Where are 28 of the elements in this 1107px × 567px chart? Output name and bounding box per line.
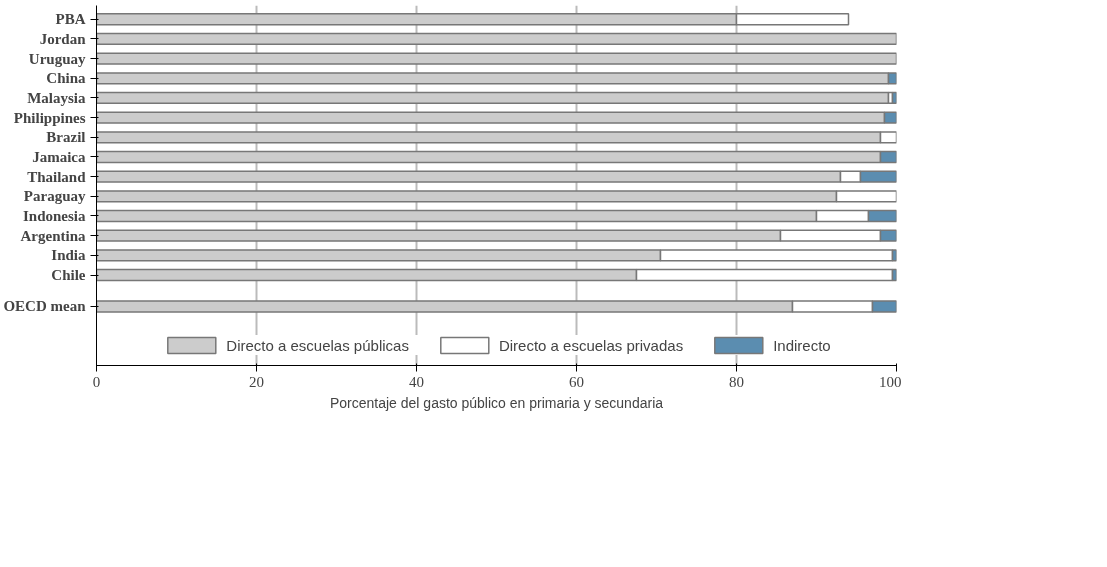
legend-label: Directo a escuelas públicas xyxy=(226,336,409,354)
y-tick-label: Philippines xyxy=(13,109,86,126)
x-tick-label: 0 xyxy=(92,373,101,390)
y-tick-label: Thailand xyxy=(27,168,87,185)
y-tick-label: Uruguay xyxy=(28,50,86,67)
bar xyxy=(96,91,890,105)
x-tick-label: 60 xyxy=(569,373,584,390)
y-tick-label: Jamaica xyxy=(32,148,86,165)
y-tick-label: Paraguay xyxy=(23,188,86,205)
x-tick-label: 100 xyxy=(879,373,902,390)
x-tick-label: 80 xyxy=(729,373,744,390)
y-tick-label: Argentina xyxy=(20,227,86,244)
y-tick-label: Chile xyxy=(51,267,86,284)
bar xyxy=(96,52,897,65)
x-tick-label: 20 xyxy=(249,373,264,390)
x-tick-label: 40 xyxy=(409,373,424,390)
y-tick-label: Malaysia xyxy=(27,89,86,106)
x-axis-title: Porcentaje del gasto público en primaria y secundaria xyxy=(329,394,664,411)
legend-label: Indirecto xyxy=(773,336,831,354)
y-tick-label: Brazil xyxy=(46,129,86,146)
bar xyxy=(96,32,897,46)
y-tick-label: OECD mean xyxy=(3,298,87,315)
y-tick-label: Jordan xyxy=(39,30,87,47)
y-tick-label: China xyxy=(46,70,86,87)
y-tick-label: Indonesia xyxy=(22,207,86,224)
y-tick-label: India xyxy=(51,247,86,264)
y-tick-label: PBA xyxy=(55,11,86,28)
legend-label: Directo a escuelas privadas xyxy=(498,336,684,354)
